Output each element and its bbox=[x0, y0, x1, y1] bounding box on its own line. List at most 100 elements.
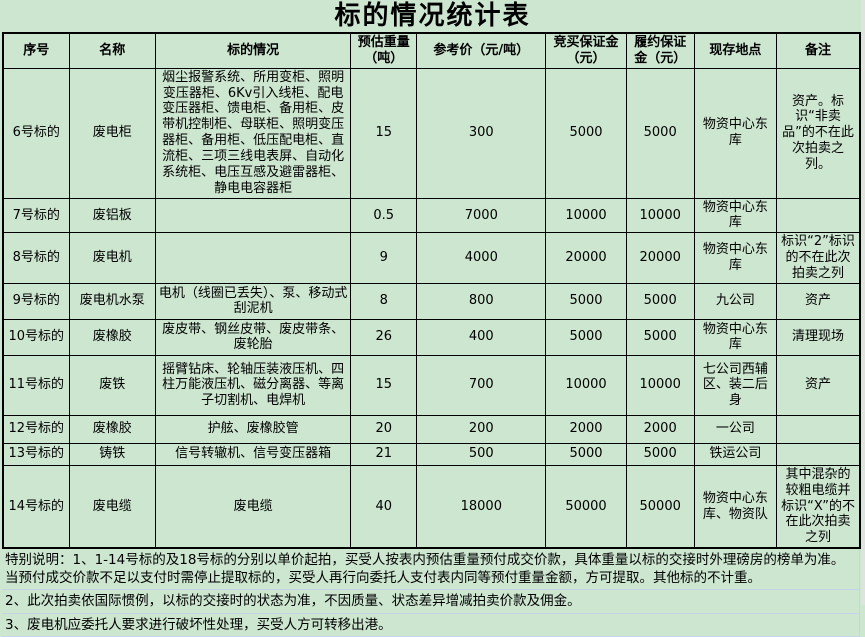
cell-condition: 摇臂钻床、轮轴压装液压机、四柱万能液压机、磁分离器、等离子切割机、电焊机 bbox=[154, 354, 352, 416]
cell-serial: 12号标的 bbox=[2, 414, 70, 444]
cell-performance-deposit: 50000 bbox=[625, 464, 695, 549]
cell-remark: 清理现场 bbox=[776, 318, 861, 356]
cell-location: 物资中心东库 bbox=[693, 318, 778, 356]
cell-price: 700 bbox=[416, 354, 547, 416]
cell-bid-deposit: 5000 bbox=[545, 318, 627, 356]
cell-location: 七公司西辅区、装二后身 bbox=[693, 354, 778, 416]
cell-remark: 标识“2”标识的不在此次拍卖之列 bbox=[776, 232, 861, 284]
table-row: 6号标的 废电柜 烟尘报警系统、所用变柜、照明变压器柜、6Kv引入线柜、配电变压… bbox=[2, 67, 861, 199]
cell-bid-deposit: 20000 bbox=[545, 232, 627, 284]
page-title: 标的情况统计表 bbox=[334, 1, 531, 31]
cell-price: 18000 bbox=[416, 464, 547, 549]
header-weight: 预估重量（吨） bbox=[350, 32, 418, 69]
statistics-table: 序号 名称 标的情况 预估重量（吨） 参考价（元/吨） 竞买保证金（元） 履约保… bbox=[2, 32, 861, 550]
cell-remark: 资产。标识“非卖品”的不在此次拍卖之列。 bbox=[776, 67, 861, 199]
table-row: 7号标的 废铝板 0.5 7000 10000 10000 物资中心东库 bbox=[2, 197, 861, 234]
cell-performance-deposit: 10000 bbox=[625, 197, 695, 234]
header-condition: 标的情况 bbox=[154, 32, 352, 69]
cell-performance-deposit: 20000 bbox=[625, 232, 695, 284]
table-row: 14号标的 废电缆 废电缆 40 18000 50000 50000 物资中心东… bbox=[2, 464, 861, 549]
cell-condition: 护舷、废橡胶管 bbox=[154, 414, 352, 444]
cell-bid-deposit: 5000 bbox=[545, 67, 627, 199]
footnotes: 特别说明：1、1-14号标的及18号标的分别以单价起拍，买受人按表内预估重量预付… bbox=[2, 549, 860, 637]
cell-bid-deposit: 5000 bbox=[545, 282, 627, 320]
cell-price: 7000 bbox=[416, 197, 547, 234]
cell-remark: 其中混杂的较粗电缆并标识“X”的不在此次拍卖之列 bbox=[776, 464, 861, 549]
cell-name: 废橡胶 bbox=[68, 318, 156, 356]
footnote-special: 特别说明：1、1-14号标的及18号标的分别以单价起拍，买受人按表内预估重量预付… bbox=[2, 549, 859, 591]
cell-serial: 8号标的 bbox=[2, 232, 70, 284]
footnote-2: 2、此次拍卖依国际惯例，以标的交接时的状态为准，不因质量、状态差异增减拍卖价款及… bbox=[2, 590, 859, 614]
header-remark: 备注 bbox=[776, 32, 861, 69]
table-row: 12号标的 废橡胶 护舷、废橡胶管 20 200 2000 2000 一公司 bbox=[2, 414, 861, 444]
cell-bid-deposit: 10000 bbox=[545, 354, 627, 416]
cell-name: 废铝板 bbox=[68, 197, 156, 234]
table-row: 9号标的 废电机水泵 电机（线圈已丢失）、泵、移动式刮泥机 8 800 5000… bbox=[2, 282, 861, 320]
cell-bid-deposit: 10000 bbox=[545, 197, 627, 234]
cell-condition: 废电缆 bbox=[154, 464, 352, 549]
cell-condition: 信号转辙机、信号变压器箱 bbox=[154, 442, 352, 466]
cell-price: 200 bbox=[416, 414, 547, 444]
cell-serial: 10号标的 bbox=[2, 318, 70, 356]
table-header-row: 序号 名称 标的情况 预估重量（吨） 参考价（元/吨） 竞买保证金（元） 履约保… bbox=[2, 32, 861, 69]
cell-remark bbox=[776, 414, 861, 444]
cell-bid-deposit: 5000 bbox=[545, 442, 627, 466]
cell-weight: 9 bbox=[350, 232, 418, 284]
cell-weight: 20 bbox=[350, 414, 418, 444]
cell-remark bbox=[776, 197, 861, 234]
cell-name: 废电柜 bbox=[68, 67, 156, 199]
cell-name: 废电缆 bbox=[68, 464, 156, 549]
cell-weight: 26 bbox=[350, 318, 418, 356]
table-row: 11号标的 废铁 摇臂钻床、轮轴压装液压机、四柱万能液压机、磁分离器、等离子切割… bbox=[2, 354, 861, 416]
cell-location: 物资中心东库 bbox=[693, 67, 778, 199]
cell-serial: 11号标的 bbox=[2, 354, 70, 416]
cell-condition: 废皮带、钢丝皮带、废皮带条、废轮胎 bbox=[154, 318, 352, 356]
cell-location: 物资中心东库 bbox=[693, 197, 778, 234]
footnote-3: 3、废电机应委托人要求进行破坏性处理，买受人方可转移出港。 bbox=[2, 614, 859, 637]
header-performance-deposit: 履约保证金（元） bbox=[625, 32, 695, 69]
cell-weight: 40 bbox=[350, 464, 418, 549]
cell-name: 废电机 bbox=[68, 232, 156, 284]
cell-location: 一公司 bbox=[693, 414, 778, 444]
right-edge-strip bbox=[861, 0, 865, 605]
cell-location: 九公司 bbox=[693, 282, 778, 320]
cell-price: 400 bbox=[416, 318, 547, 356]
header-bid-deposit: 竞买保证金（元） bbox=[545, 32, 627, 69]
cell-bid-deposit: 2000 bbox=[545, 414, 627, 444]
cell-remark: 资产 bbox=[776, 282, 861, 320]
cell-serial: 9号标的 bbox=[2, 282, 70, 320]
cell-serial: 7号标的 bbox=[2, 197, 70, 234]
cell-name: 废橡胶 bbox=[68, 414, 156, 444]
header-price: 参考价（元/吨） bbox=[416, 32, 547, 69]
header-name: 名称 bbox=[68, 32, 156, 69]
cell-remark bbox=[776, 442, 861, 466]
cell-price: 800 bbox=[416, 282, 547, 320]
cell-performance-deposit: 5000 bbox=[625, 318, 695, 356]
cell-weight: 0.5 bbox=[350, 197, 418, 234]
cell-location: 铁运公司 bbox=[693, 442, 778, 466]
cell-location: 物资中心东库 bbox=[693, 232, 778, 284]
cell-weight: 15 bbox=[350, 67, 418, 199]
cell-name: 废电机水泵 bbox=[68, 282, 156, 320]
cell-condition bbox=[154, 232, 352, 284]
cell-weight: 21 bbox=[350, 442, 418, 466]
cell-serial: 6号标的 bbox=[2, 67, 70, 199]
cell-remark: 资产 bbox=[776, 354, 861, 416]
cell-weight: 8 bbox=[350, 282, 418, 320]
cell-performance-deposit: 5000 bbox=[625, 282, 695, 320]
cell-name: 铸铁 bbox=[68, 442, 156, 466]
cell-price: 4000 bbox=[416, 232, 547, 284]
cell-performance-deposit: 5000 bbox=[625, 67, 695, 199]
cell-name: 废铁 bbox=[68, 354, 156, 416]
cell-condition: 烟尘报警系统、所用变柜、照明变压器柜、6Kv引入线柜、配电变压器柜、馈电柜、备用… bbox=[154, 67, 352, 199]
cell-performance-deposit: 5000 bbox=[625, 442, 695, 466]
cell-serial: 14号标的 bbox=[2, 464, 70, 549]
table-row: 8号标的 废电机 9 4000 20000 20000 物资中心东库 标识“2”… bbox=[2, 232, 861, 284]
cell-price: 300 bbox=[416, 67, 547, 199]
cell-condition: 电机（线圈已丢失）、泵、移动式刮泥机 bbox=[154, 282, 352, 320]
cell-performance-deposit: 2000 bbox=[625, 414, 695, 444]
cell-bid-deposit: 50000 bbox=[545, 464, 627, 549]
cell-weight: 15 bbox=[350, 354, 418, 416]
table-row: 10号标的 废橡胶 废皮带、钢丝皮带、废皮带条、废轮胎 26 400 5000 … bbox=[2, 318, 861, 356]
cell-price: 500 bbox=[416, 442, 547, 466]
